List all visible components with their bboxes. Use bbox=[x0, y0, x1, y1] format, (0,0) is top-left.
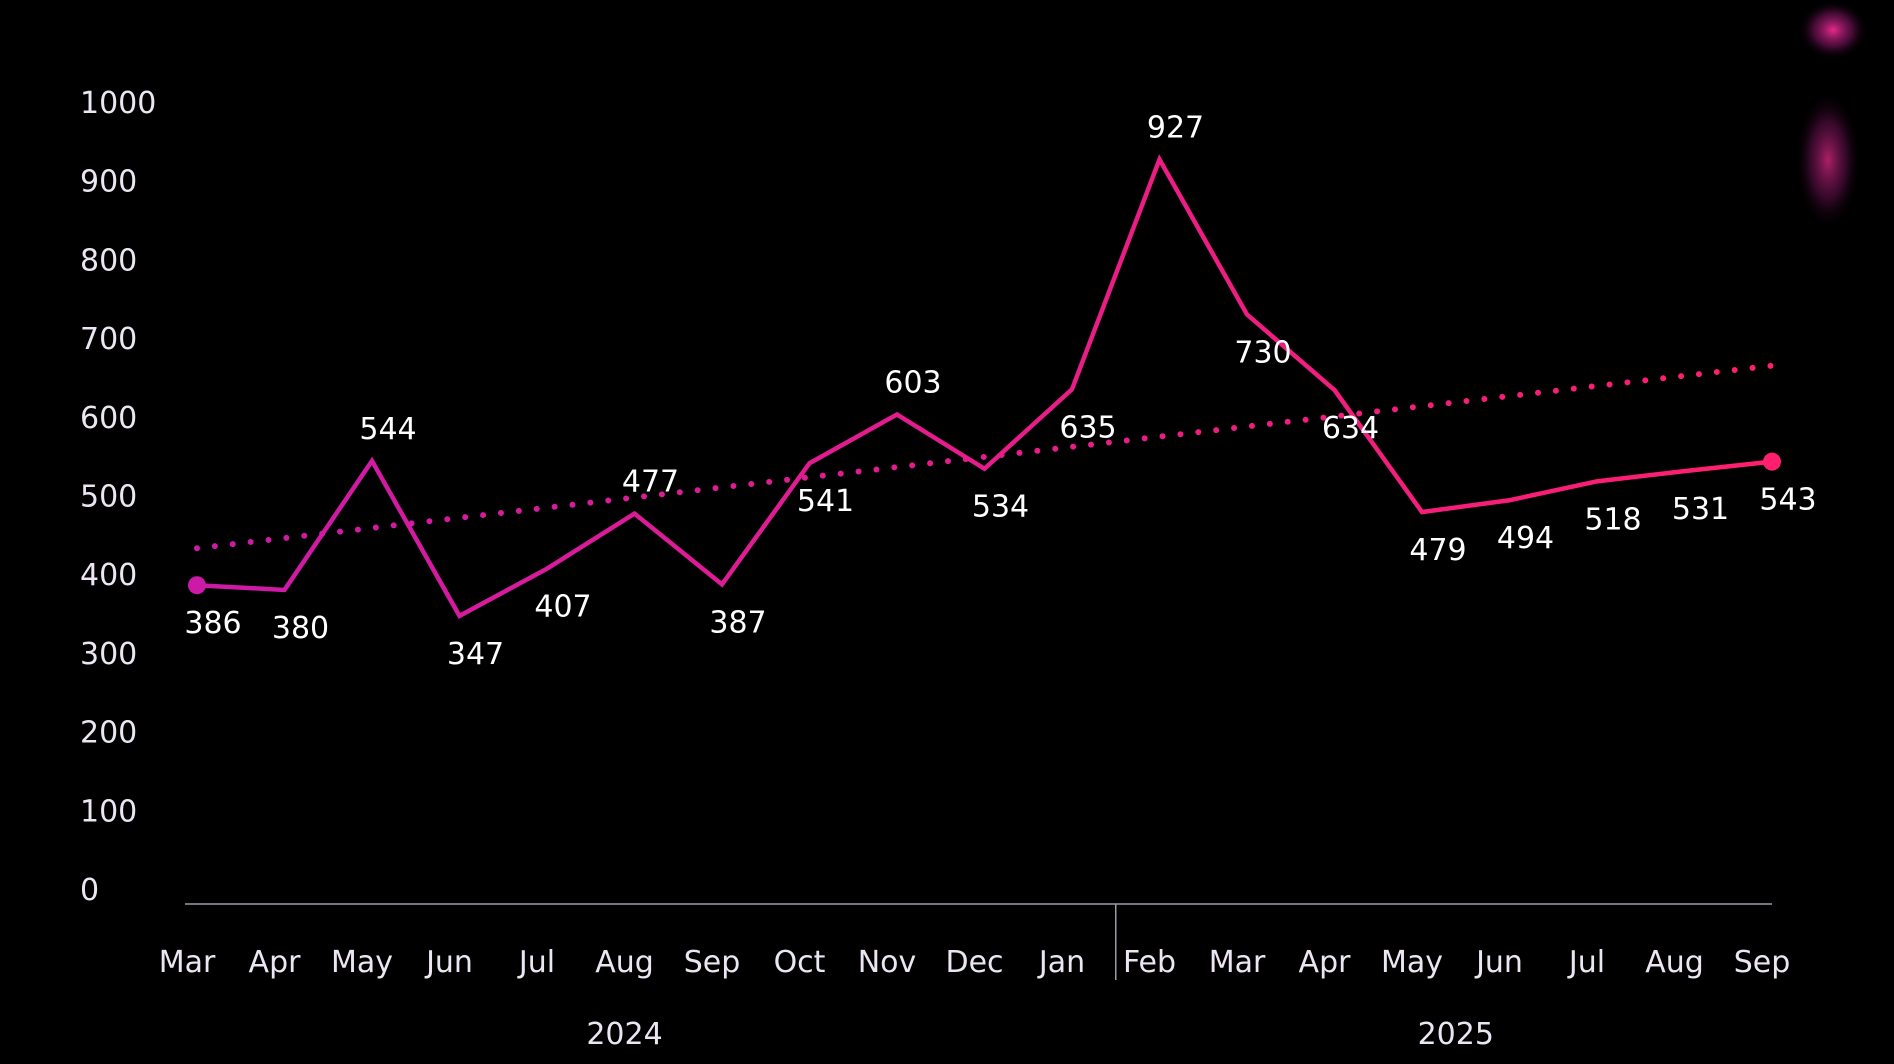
y-tick-label: 700 bbox=[80, 322, 137, 357]
y-axis-ticks: 0 100 200 300 400 500 600 700 800 900 1000 bbox=[80, 86, 156, 908]
data-label: 635 bbox=[1059, 410, 1116, 445]
data-label: 927 bbox=[1147, 110, 1204, 145]
x-tick-label: Jul bbox=[517, 945, 555, 980]
x-tick-label: Apr bbox=[1299, 945, 1352, 980]
y-tick-label: 100 bbox=[80, 794, 137, 829]
data-label: 347 bbox=[447, 637, 504, 672]
data-label: 541 bbox=[797, 484, 854, 519]
x-axis-ticks: Mar Apr May Jun Jul Aug Sep Oct Nov Dec Jan Feb Mar A… bbox=[159, 945, 1791, 980]
series-line-group bbox=[188, 154, 1781, 619]
x-tick-label: Nov bbox=[858, 945, 917, 980]
x-tick-label: Jun bbox=[424, 945, 473, 980]
year-group-label: 2024 bbox=[586, 1017, 662, 1052]
trendline-path bbox=[194, 362, 1775, 552]
y-tick-label: 200 bbox=[80, 716, 137, 751]
x-tick-label: Feb bbox=[1123, 945, 1176, 980]
data-label: 603 bbox=[884, 365, 941, 400]
x-tick-label: May bbox=[331, 945, 393, 980]
data-label: 730 bbox=[1234, 335, 1291, 370]
data-label: 386 bbox=[184, 606, 241, 641]
data-label: 407 bbox=[534, 590, 591, 625]
x-tick-label: Oct bbox=[774, 945, 826, 980]
x-tick-label: Sep bbox=[684, 945, 741, 980]
data-label: 531 bbox=[1672, 492, 1729, 527]
y-tick-label: 300 bbox=[80, 637, 137, 672]
y-tick-label: 400 bbox=[80, 558, 137, 593]
data-label: 543 bbox=[1759, 483, 1816, 518]
y-tick-label: 800 bbox=[80, 243, 137, 278]
data-label: 544 bbox=[359, 412, 416, 447]
data-label: 387 bbox=[709, 605, 766, 640]
x-tick-label: Dec bbox=[945, 945, 1003, 980]
data-labels: 386 380 544 347 407 477 387 541 603 534 635 927 730 6… bbox=[184, 110, 1816, 671]
start-point-marker bbox=[188, 576, 206, 595]
x-tick-label: Apr bbox=[249, 945, 302, 980]
x-tick-label: Mar bbox=[159, 945, 216, 980]
corner-glow-decoration bbox=[1795, 0, 1868, 230]
data-label: 534 bbox=[972, 490, 1029, 525]
year-labels: 2024 2025 bbox=[586, 1017, 1494, 1052]
x-tick-label: Aug bbox=[595, 945, 654, 980]
y-tick-label: 600 bbox=[80, 401, 137, 436]
y-tick-label: 1000 bbox=[80, 86, 156, 121]
data-label: 634 bbox=[1322, 411, 1379, 446]
y-tick-label: 0 bbox=[80, 873, 99, 908]
data-label: 477 bbox=[622, 465, 679, 500]
data-label: 494 bbox=[1497, 521, 1554, 556]
x-tick-label: Mar bbox=[1209, 945, 1266, 980]
series-line bbox=[194, 154, 1775, 619]
x-tick-label: Jul bbox=[1567, 945, 1605, 980]
year-group-label: 2025 bbox=[1418, 1017, 1494, 1052]
x-tick-label: Jan bbox=[1037, 945, 1085, 980]
x-tick-label: Sep bbox=[1734, 945, 1791, 980]
data-label: 380 bbox=[272, 611, 329, 646]
data-label: 479 bbox=[1409, 533, 1466, 568]
y-tick-label: 900 bbox=[80, 165, 137, 200]
x-tick-label: Aug bbox=[1645, 945, 1704, 980]
end-point-marker bbox=[1763, 452, 1781, 471]
x-tick-label: Jun bbox=[1474, 945, 1523, 980]
trendline bbox=[194, 362, 1775, 552]
data-label: 518 bbox=[1584, 502, 1641, 537]
x-tick-label: May bbox=[1381, 945, 1443, 980]
y-tick-label: 500 bbox=[80, 480, 137, 515]
